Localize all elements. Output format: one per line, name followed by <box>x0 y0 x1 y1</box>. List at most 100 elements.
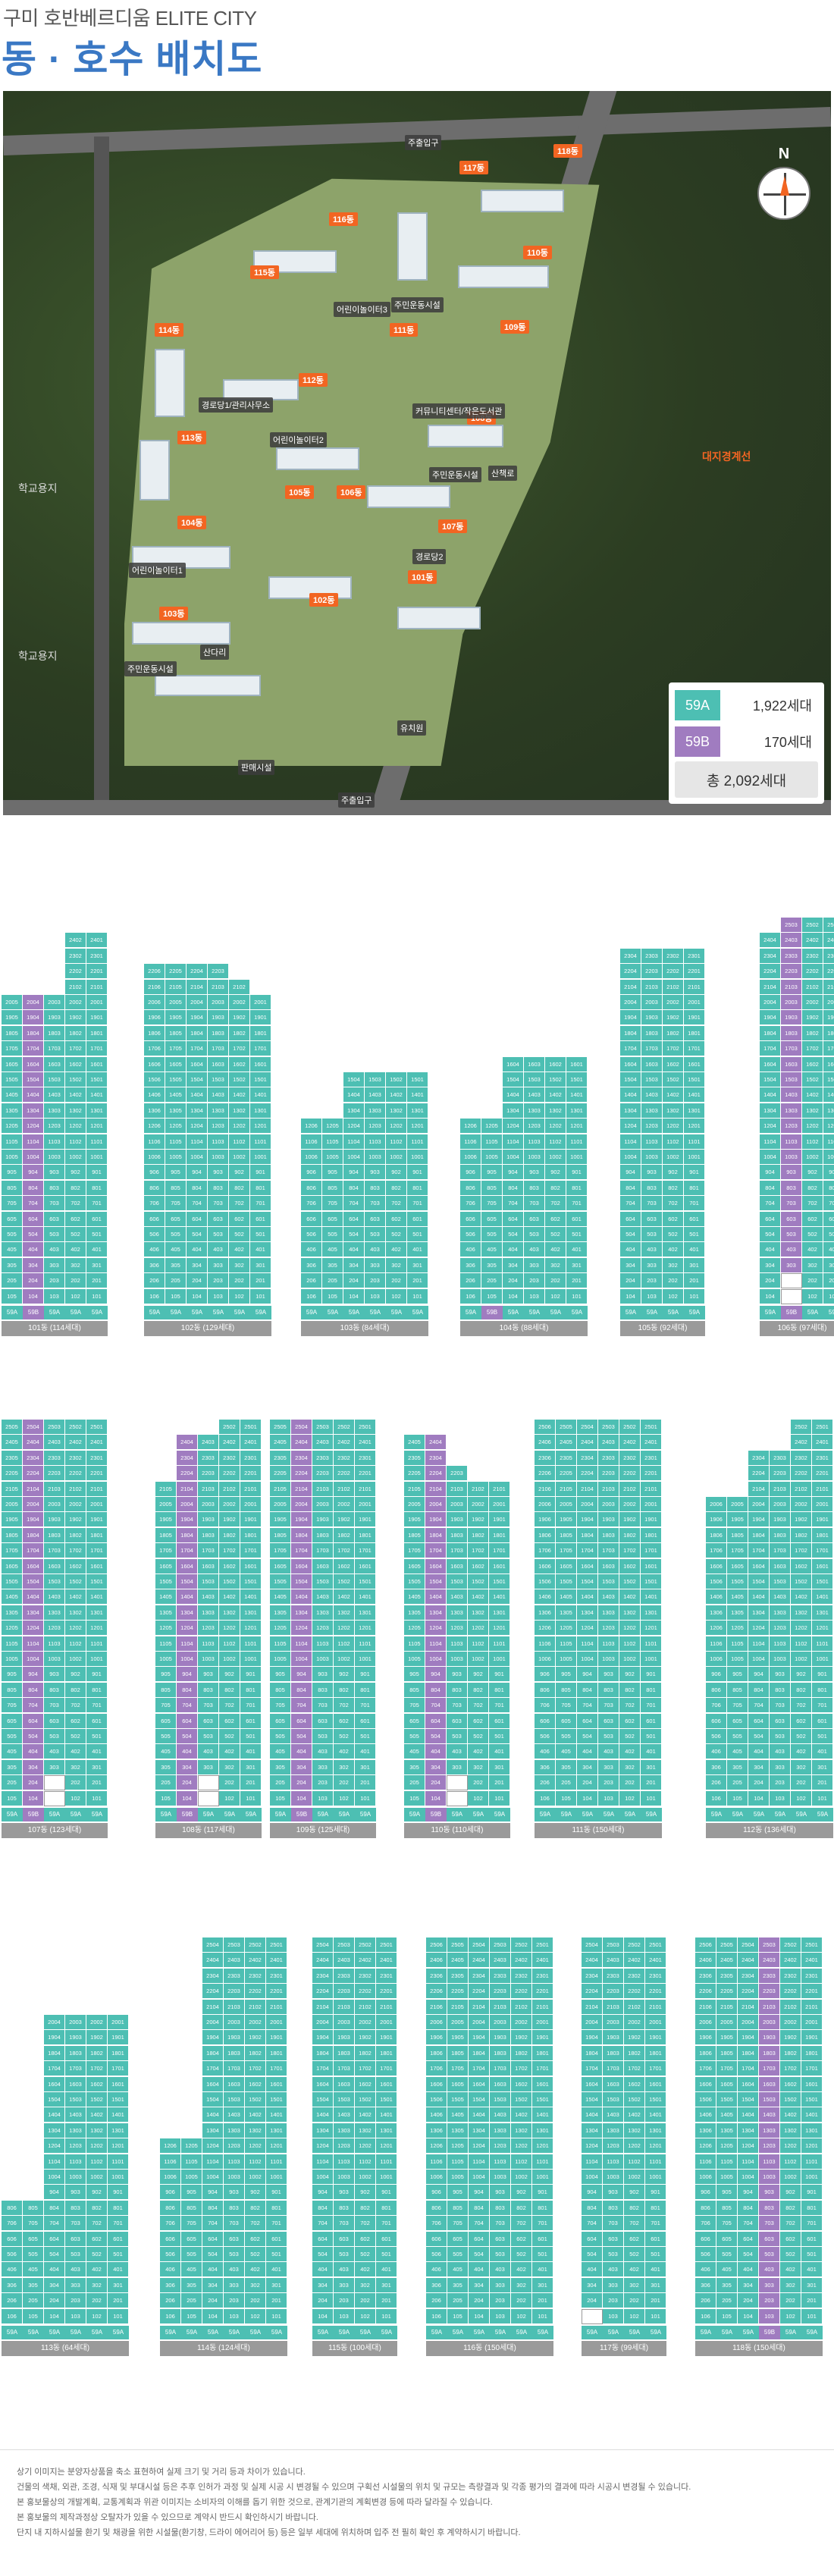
unit-cell: 2302 <box>511 1968 532 1984</box>
unit-cell: 703 <box>447 1698 468 1714</box>
unit-cell: 1701 <box>532 2061 553 2077</box>
unit-cell: 1601 <box>684 1056 705 1072</box>
unit-cell: 2404 <box>577 1435 598 1451</box>
unit-cell: 803 <box>334 2200 355 2216</box>
unit-cell: 1505 <box>2 1574 23 1589</box>
unit-cell: 2301 <box>86 1450 108 1466</box>
unit-cell: 702 <box>545 1196 566 1212</box>
unit-cell: 1001 <box>240 1652 262 1667</box>
unit-cell: 2401 <box>641 1435 662 1451</box>
unit-cell: 1103 <box>524 1134 545 1150</box>
unit-cell: 801 <box>108 2200 129 2216</box>
unit-cell: 2004 <box>44 2015 65 2030</box>
unit-cell: 903 <box>781 1165 802 1181</box>
unit-cell: 1406 <box>695 2107 716 2123</box>
unit-cell: 2505 <box>556 1420 577 1435</box>
unit-cell: 702 <box>619 1698 641 1714</box>
unit-cell: 1205 <box>2 1621 23 1636</box>
unit-cell: 1301 <box>823 1103 834 1119</box>
unit-cell: 2103 <box>334 1999 355 2015</box>
unit-cell: 302 <box>386 1257 407 1273</box>
unit-cell: 502 <box>663 1227 684 1242</box>
unit-cell: 1205 <box>556 1621 577 1636</box>
unit-cell: 304 <box>291 1759 312 1775</box>
unit-cell: 1402 <box>468 1589 489 1605</box>
unit-cell: 1504 <box>577 1574 598 1589</box>
unit-cell: 901 <box>250 1165 271 1181</box>
unit-cell: 903 <box>770 1667 791 1683</box>
unit-cell: 1601 <box>489 1558 510 1574</box>
building-tag: 104동 <box>177 516 207 529</box>
unit-cell: 1101 <box>801 2154 823 2170</box>
unit-cell: 705 <box>447 2216 469 2232</box>
unit-cell: 1904 <box>23 1010 44 1026</box>
unit-cell: 802 <box>65 1180 86 1196</box>
unit-cell: 1401 <box>376 2107 397 2123</box>
unit-cell: 903 <box>641 1165 663 1181</box>
unit-cell: 1102 <box>355 2154 376 2170</box>
unit-cell: 1405 <box>2 1087 23 1103</box>
unit-cell: 1501 <box>355 1574 376 1589</box>
unit-cell: 2203 <box>759 1984 780 2000</box>
unit-cell: 1506 <box>535 1574 556 1589</box>
unit-cell: 406 <box>706 1744 727 1760</box>
unit-cell: 905 <box>727 1667 748 1683</box>
unit-cell: 1002 <box>619 1652 641 1667</box>
unit-cell: 802 <box>219 1682 240 1698</box>
unit-cell: 1303 <box>524 1103 545 1119</box>
unit-cell: 2202 <box>334 1466 355 1482</box>
unit-type-label: 59A <box>407 1306 428 1319</box>
unit-cell: 103 <box>770 1790 791 1806</box>
unit-cell: 704 <box>187 1196 208 1212</box>
unit-cell: 2102 <box>219 1481 240 1497</box>
unit-cell: 1503 <box>334 2092 355 2107</box>
unit-cell: 1603 <box>490 2076 511 2092</box>
unit-cell: 1802 <box>511 2045 532 2061</box>
unit-type-label: 59A <box>2 1808 23 1821</box>
unit-cell: 1803 <box>198 1527 219 1543</box>
unit-cell: 1205 <box>716 2138 738 2154</box>
unit-cell: 806 <box>535 1682 556 1698</box>
unit-cell: 205 <box>404 1775 425 1791</box>
unit-cell: 501 <box>645 2247 666 2262</box>
unit-cell: 404 <box>503 1242 524 1258</box>
unit-cell: 2203 <box>224 1984 245 2000</box>
unit-cell: 2403 <box>781 933 802 949</box>
unit-cell: 303 <box>198 1759 219 1775</box>
unit-cell: 603 <box>65 2231 86 2247</box>
unit-cell: 2106 <box>695 1999 716 2015</box>
unit-cell: 1504 <box>23 1574 44 1589</box>
unit-cell: 2203 <box>312 1466 334 1482</box>
unit-cell: 1402 <box>86 2107 108 2123</box>
unit-cell: 606 <box>706 1713 727 1729</box>
unit-cell: 501 <box>376 2247 397 2262</box>
unit-cell: 1501 <box>407 1072 428 1087</box>
unit-cell: 703 <box>334 2216 355 2232</box>
unit-type-label: 59A <box>343 1306 365 1319</box>
unit-cell: 403 <box>781 1242 802 1258</box>
unit-type-label: 59A <box>645 2326 666 2339</box>
unit-cell: 705 <box>155 1698 177 1714</box>
unit-cell: 1401 <box>86 1087 108 1103</box>
unit-cell: 1901 <box>489 1512 510 1528</box>
unit-cell: 2204 <box>312 1984 334 2000</box>
unit-cell: 1101 <box>266 2154 287 2170</box>
unit-cell: 1301 <box>801 2123 823 2138</box>
unit-cell: 1603 <box>224 2076 245 2092</box>
unit-cell: 704 <box>202 2216 224 2232</box>
unit-cell: 2002 <box>65 995 86 1010</box>
unit-cell: 1202 <box>355 2138 376 2154</box>
unit-cell: 1404 <box>44 2107 65 2123</box>
unit-cell: 1301 <box>250 1103 271 1119</box>
facility-label: 커뮤니티센터/작은도서관 <box>412 403 506 419</box>
unit-cell: 2301 <box>641 1450 662 1466</box>
unit-cell: 2501 <box>801 1937 823 1953</box>
unit-cell: 503 <box>65 2247 86 2262</box>
unit-cell: 2201 <box>532 1984 553 2000</box>
unit-cell: 1602 <box>334 1558 355 1574</box>
unit-cell: 1501 <box>108 2092 129 2107</box>
unit-cell: 1801 <box>641 1527 662 1543</box>
unit-cell: 1502 <box>386 1072 407 1087</box>
unit-cell: 804 <box>44 2200 65 2216</box>
unit-cell: 504 <box>343 1227 365 1242</box>
